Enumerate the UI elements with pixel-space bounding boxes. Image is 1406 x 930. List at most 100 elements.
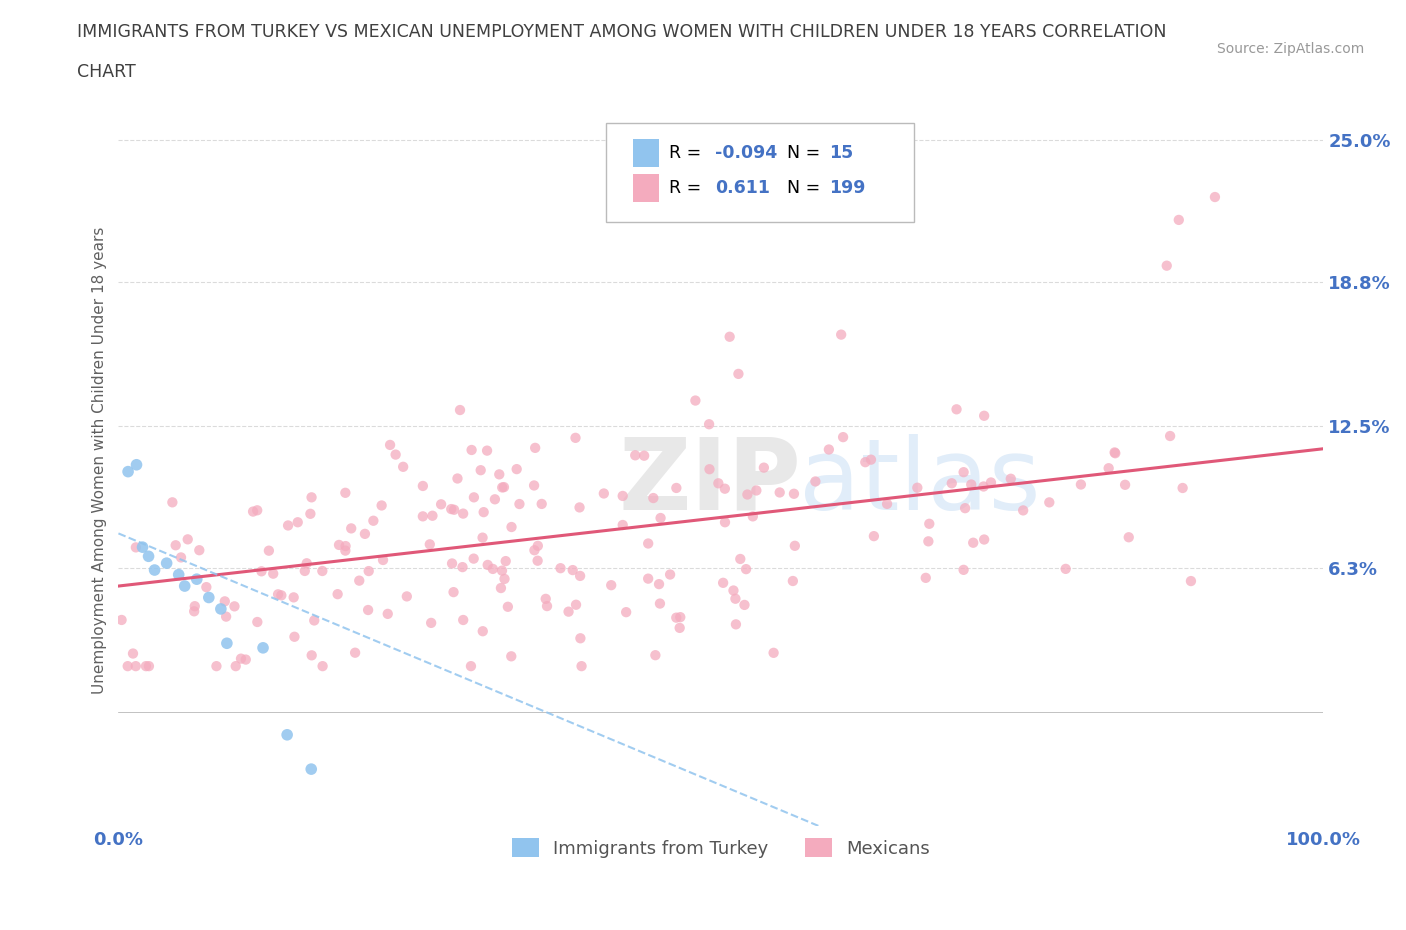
Point bbox=[138, 658, 160, 673]
Point bbox=[326, 587, 349, 602]
Point bbox=[460, 443, 482, 458]
Point bbox=[198, 590, 221, 604]
Point bbox=[392, 459, 415, 474]
Point bbox=[648, 577, 671, 591]
Point bbox=[495, 553, 517, 568]
Point bbox=[276, 727, 298, 742]
Point bbox=[952, 563, 974, 578]
Point bbox=[550, 561, 572, 576]
Point bbox=[568, 500, 591, 515]
Point bbox=[523, 543, 546, 558]
Point bbox=[918, 516, 941, 531]
Point bbox=[205, 658, 228, 673]
Point bbox=[131, 539, 153, 554]
Point bbox=[301, 490, 323, 505]
Point bbox=[1104, 445, 1126, 460]
Point bbox=[571, 658, 593, 673]
Point bbox=[745, 483, 768, 498]
Point bbox=[184, 599, 207, 614]
Point bbox=[1159, 429, 1181, 444]
Point bbox=[783, 538, 806, 553]
Point bbox=[859, 452, 882, 467]
Text: N =: N = bbox=[787, 179, 825, 197]
FancyBboxPatch shape bbox=[606, 124, 914, 222]
Point bbox=[283, 590, 305, 604]
Point bbox=[125, 540, 148, 555]
Point bbox=[523, 478, 546, 493]
Point bbox=[1156, 259, 1178, 273]
Point bbox=[1098, 460, 1121, 475]
Point bbox=[643, 491, 665, 506]
Point bbox=[215, 609, 238, 624]
Point bbox=[195, 579, 218, 594]
Point bbox=[1000, 472, 1022, 486]
Point bbox=[125, 458, 148, 472]
Point bbox=[250, 564, 273, 578]
Point bbox=[143, 563, 166, 578]
Point bbox=[267, 587, 290, 602]
Point bbox=[229, 651, 252, 666]
Point bbox=[953, 500, 976, 515]
Point bbox=[335, 538, 357, 553]
Point bbox=[471, 530, 494, 545]
Point bbox=[395, 589, 418, 604]
Point bbox=[633, 448, 655, 463]
Point bbox=[853, 455, 876, 470]
Point bbox=[527, 538, 550, 553]
Point bbox=[440, 501, 463, 516]
Point bbox=[235, 652, 257, 667]
Point bbox=[277, 518, 299, 533]
Point bbox=[1070, 477, 1092, 492]
Point bbox=[1054, 562, 1077, 577]
Point bbox=[451, 560, 474, 575]
Text: 0.611: 0.611 bbox=[714, 179, 770, 197]
Point bbox=[973, 408, 995, 423]
Point bbox=[569, 568, 592, 583]
Point bbox=[344, 645, 367, 660]
Bar bbox=[633, 174, 659, 202]
Point bbox=[443, 502, 465, 517]
Point bbox=[637, 536, 659, 551]
Point bbox=[730, 551, 752, 566]
Point bbox=[1038, 495, 1060, 510]
Point bbox=[357, 603, 380, 618]
Point bbox=[340, 521, 363, 536]
Point bbox=[536, 599, 558, 614]
Text: atlas: atlas bbox=[799, 433, 1040, 531]
Point bbox=[830, 327, 852, 342]
Point bbox=[328, 538, 350, 552]
Point bbox=[443, 585, 465, 600]
Point bbox=[460, 658, 482, 673]
Legend: Immigrants from Turkey, Mexicans: Immigrants from Turkey, Mexicans bbox=[505, 831, 938, 865]
Point bbox=[727, 366, 749, 381]
Point bbox=[564, 431, 586, 445]
Point bbox=[1204, 190, 1226, 205]
Point bbox=[138, 549, 160, 564]
Point bbox=[422, 509, 444, 524]
Point bbox=[832, 430, 855, 445]
Text: ZIP: ZIP bbox=[619, 433, 801, 531]
Point bbox=[451, 613, 474, 628]
Bar bbox=[633, 139, 659, 166]
Text: 199: 199 bbox=[830, 179, 866, 197]
Point bbox=[257, 543, 280, 558]
Point bbox=[1180, 574, 1202, 589]
Point bbox=[225, 658, 247, 673]
Point bbox=[505, 461, 527, 476]
Point bbox=[718, 329, 741, 344]
Text: IMMIGRANTS FROM TURKEY VS MEXICAN UNEMPLOYMENT AMONG WOMEN WITH CHILDREN UNDER 1: IMMIGRANTS FROM TURKEY VS MEXICAN UNEMPL… bbox=[77, 23, 1167, 41]
Point bbox=[941, 476, 963, 491]
Point bbox=[252, 641, 274, 656]
Text: N =: N = bbox=[787, 143, 825, 162]
Point bbox=[945, 402, 967, 417]
Point bbox=[612, 488, 634, 503]
Point bbox=[1171, 481, 1194, 496]
Point bbox=[165, 538, 187, 552]
Point bbox=[363, 513, 385, 528]
Point bbox=[446, 472, 468, 486]
Point bbox=[335, 543, 357, 558]
Point bbox=[270, 588, 292, 603]
Point bbox=[283, 630, 305, 644]
Point bbox=[301, 648, 323, 663]
Y-axis label: Unemployment Among Women with Children Under 18 years: Unemployment Among Women with Children U… bbox=[93, 227, 107, 694]
